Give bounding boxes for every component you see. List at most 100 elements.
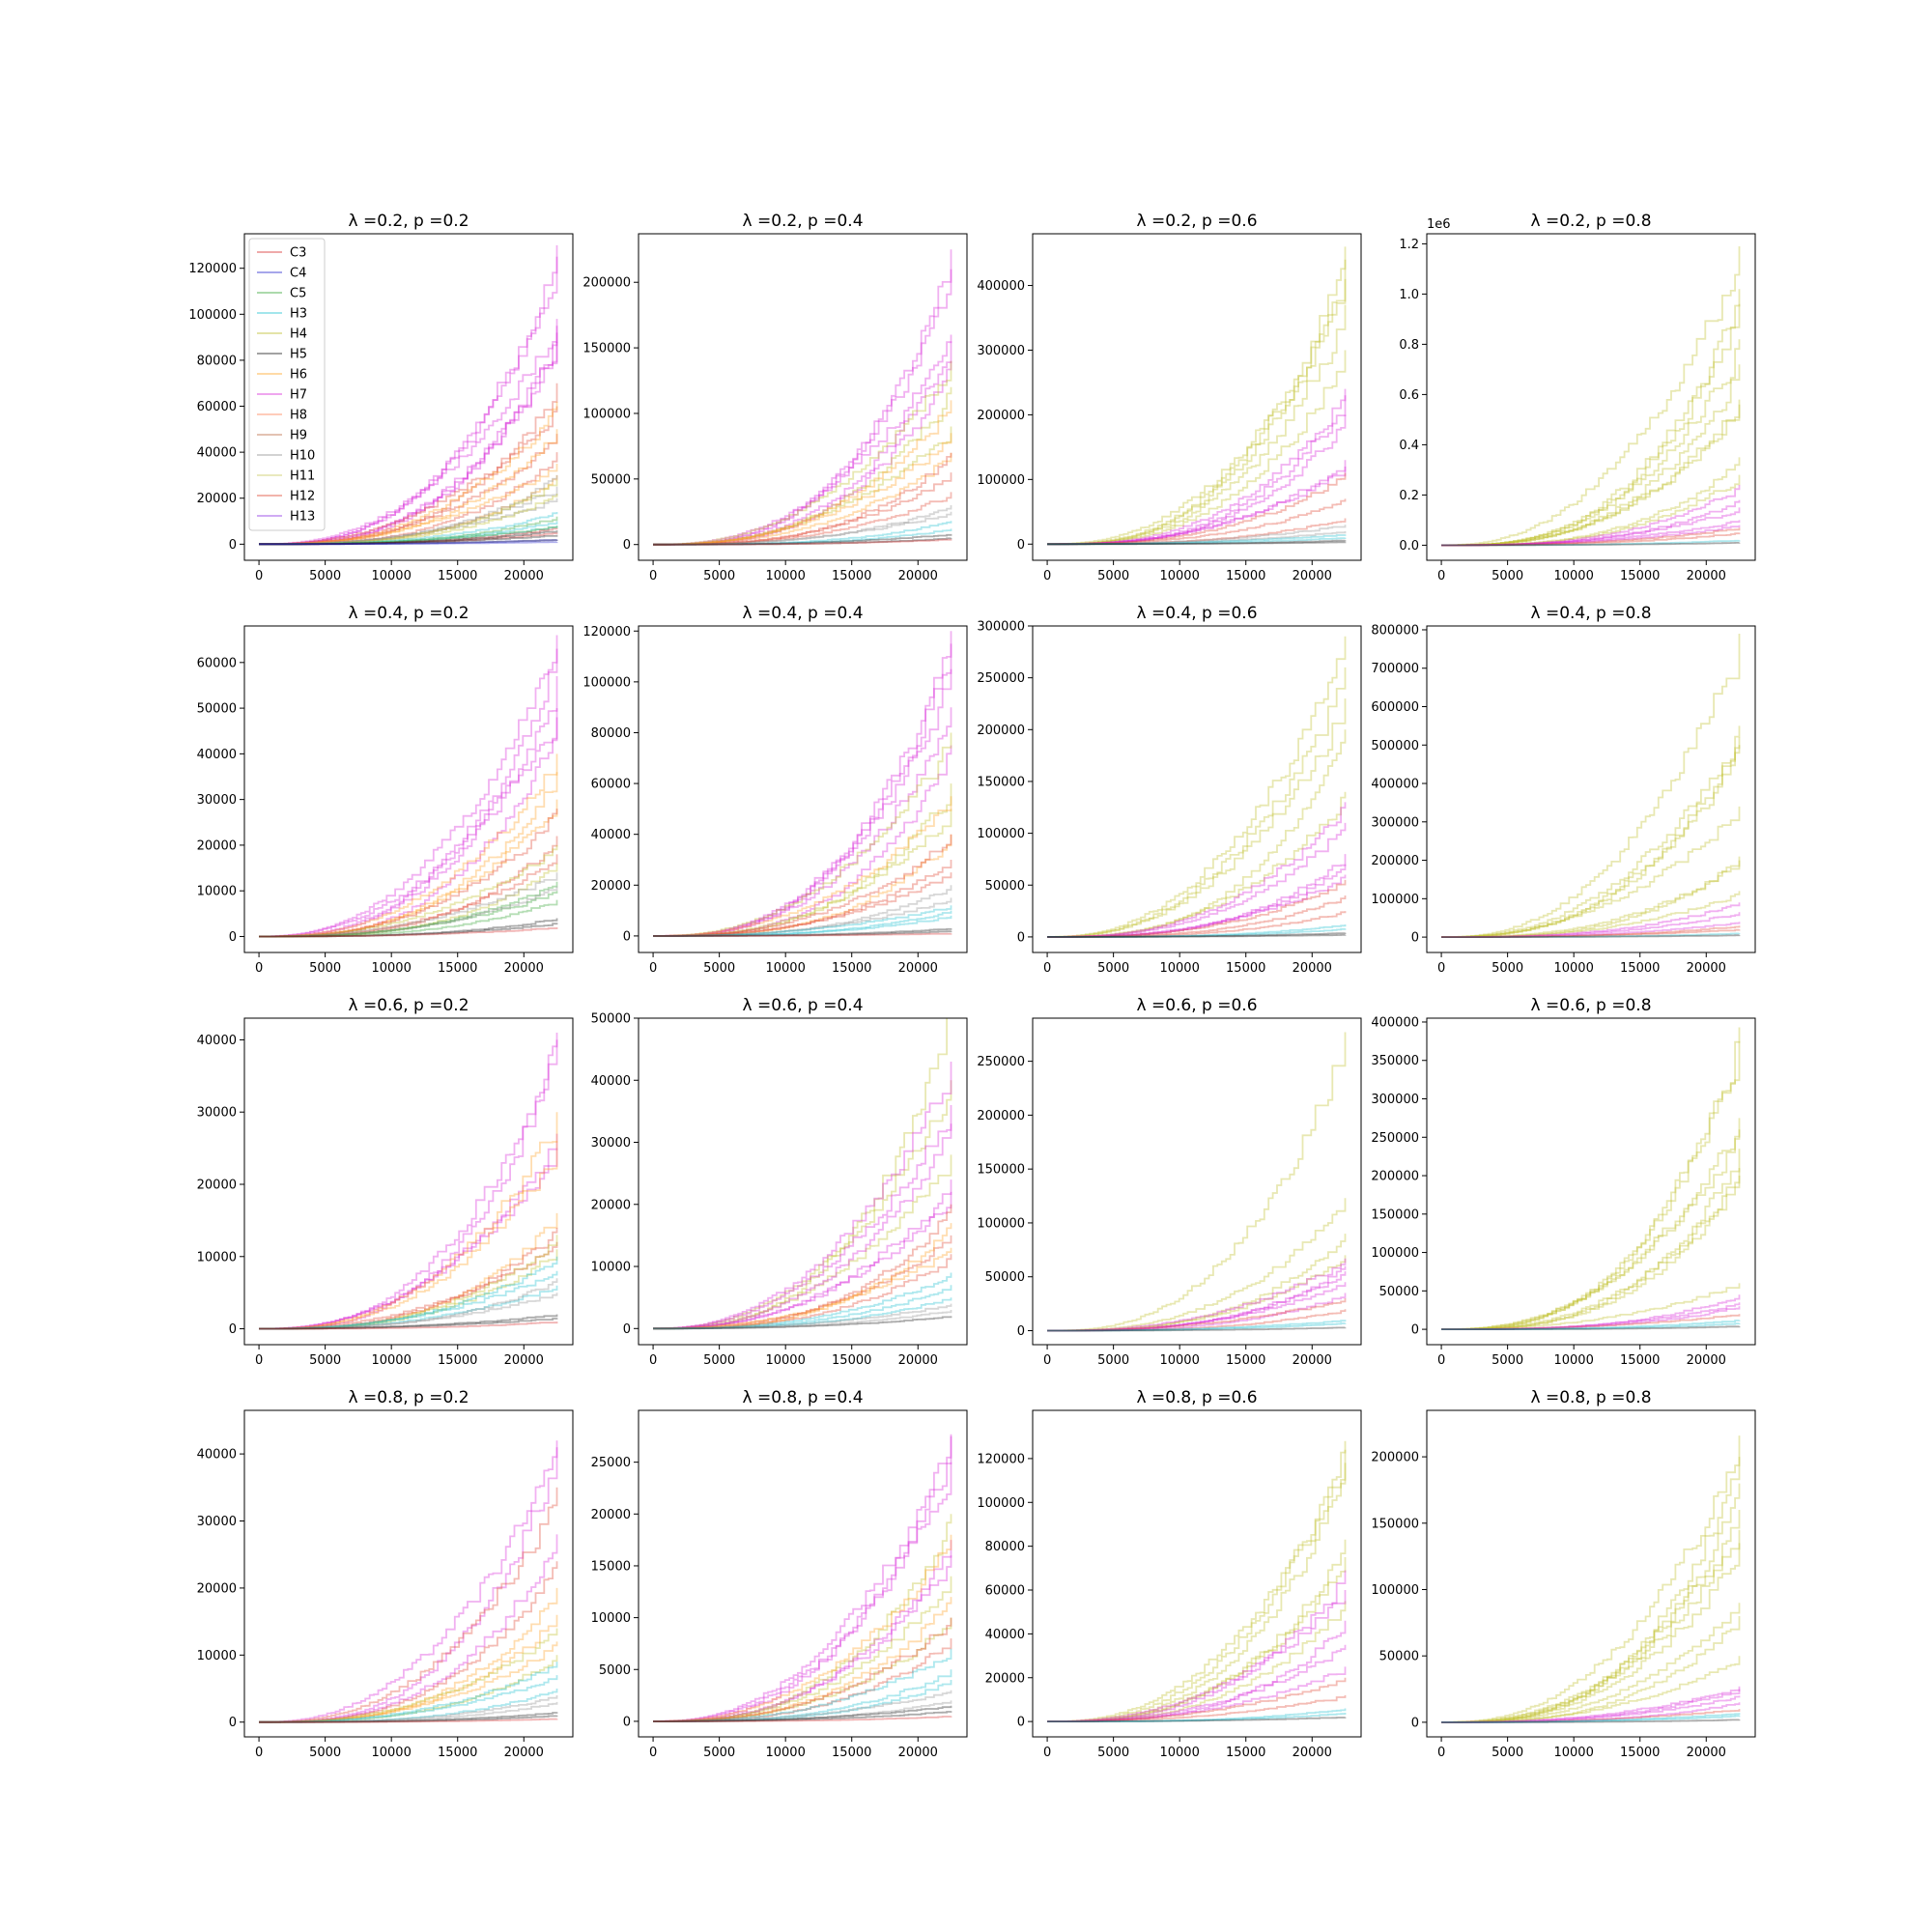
series-line-h4 bbox=[259, 494, 558, 546]
series-line-h6 bbox=[259, 799, 558, 938]
series-line-h5 bbox=[653, 533, 952, 546]
series-line-h4 bbox=[1441, 745, 1741, 938]
series-line-h5 bbox=[1047, 541, 1347, 546]
y-tick-label: 0 bbox=[1017, 930, 1025, 945]
x-tick-label: 0 bbox=[1437, 961, 1445, 976]
series-line-h7 bbox=[1047, 467, 1347, 546]
y-tick-label: 10000 bbox=[197, 1250, 237, 1264]
y-tick-label: 100000 bbox=[977, 473, 1025, 488]
x-tick-label: 10000 bbox=[765, 1746, 805, 1760]
subplot: λ =0.8, p =0.6 0 5000 10000 15000 20000 0 20000… bbox=[977, 1388, 1362, 1760]
series-line-h5 bbox=[653, 537, 952, 546]
series-line-h12 bbox=[259, 1227, 558, 1330]
x-tick-label: 20000 bbox=[504, 961, 544, 976]
series-line-h7 bbox=[1441, 1294, 1741, 1330]
subplot-title: λ =0.4, p =0.2 bbox=[348, 604, 469, 623]
x-tick-label: 20000 bbox=[1293, 569, 1332, 583]
y-tick-label: 0 bbox=[229, 1716, 237, 1730]
series-line-h7 bbox=[1047, 1271, 1347, 1332]
subplot: λ =0.4, p =0.80 5000 10000 15000 20000010000… bbox=[1371, 604, 1756, 976]
y-tick-label: 0 bbox=[229, 930, 237, 945]
series-line-h4 bbox=[1441, 1176, 1741, 1330]
series-line-h10 bbox=[1047, 530, 1347, 546]
series-line-c3 bbox=[259, 532, 558, 546]
x-tick-label: 0 bbox=[649, 961, 657, 976]
y-tick-label: 0.4 bbox=[1399, 439, 1419, 453]
x-tick-label: 20000 bbox=[898, 961, 938, 976]
y-tick-label: 400000 bbox=[1371, 778, 1419, 792]
y-tick-label: 0 bbox=[1411, 931, 1419, 946]
series-line-h7 bbox=[653, 334, 952, 546]
subplot-title: λ =0.6, p =0.4 bbox=[742, 996, 863, 1015]
x-tick-label: 10000 bbox=[765, 961, 805, 976]
series-line-h4 bbox=[1441, 1603, 1741, 1723]
series-line-h4 bbox=[653, 360, 952, 546]
series-line-h5 bbox=[1441, 542, 1741, 547]
series-line-h3 bbox=[1047, 1708, 1347, 1722]
legend-label: C3 bbox=[290, 246, 306, 261]
series-group bbox=[259, 635, 558, 938]
axes-frame bbox=[243, 1409, 574, 1738]
series-line-h6 bbox=[653, 796, 952, 937]
series-line-h3 bbox=[1047, 1320, 1347, 1332]
series-group bbox=[653, 1434, 952, 1722]
y-tick-label: 40000 bbox=[197, 1034, 237, 1048]
subplot: λ =0.2, p =0.40 5000 10000 15000 20000050000… bbox=[582, 212, 968, 583]
series-line-h5 bbox=[1441, 1325, 1741, 1330]
series-line-h7 bbox=[1047, 1282, 1347, 1332]
series-line-h6 bbox=[259, 772, 558, 938]
series-line-h10 bbox=[259, 872, 558, 938]
series-group bbox=[653, 631, 952, 937]
series-group bbox=[1441, 246, 1741, 547]
series-line-h12 bbox=[1441, 1709, 1741, 1723]
series-line-h7 bbox=[1441, 525, 1741, 547]
series-line-h6 bbox=[653, 1597, 952, 1722]
x-tick-label: 20000 bbox=[1687, 961, 1726, 976]
series-line-h12 bbox=[259, 854, 558, 938]
legend-label: H7 bbox=[290, 388, 307, 403]
subplot-title: λ =0.6, p =0.8 bbox=[1530, 996, 1651, 1015]
y-tick-label: 150000 bbox=[1371, 1208, 1419, 1222]
series-line-h12 bbox=[1047, 895, 1347, 938]
series-line-h4 bbox=[1047, 1539, 1347, 1722]
series-line-h12 bbox=[1047, 1309, 1347, 1332]
series-line-h12 bbox=[653, 1638, 952, 1722]
y-tick-label: 0 bbox=[1017, 538, 1025, 553]
x-tick-label: 15000 bbox=[1226, 961, 1265, 976]
subplot-title: λ =0.2, p =0.2 bbox=[348, 212, 469, 231]
x-tick-label: 5000 bbox=[1492, 1353, 1523, 1368]
x-tick-label: 10000 bbox=[1553, 1746, 1593, 1760]
x-tick-label: 20000 bbox=[898, 1746, 938, 1760]
series-line-h7 bbox=[653, 1179, 952, 1330]
series-group bbox=[259, 1440, 558, 1723]
series-line-h7 bbox=[259, 635, 558, 938]
y-tick-label: 10000 bbox=[197, 885, 237, 899]
series-line-h7 bbox=[1441, 1306, 1741, 1330]
series-line-h12 bbox=[259, 1241, 558, 1330]
series-line-h7 bbox=[653, 1555, 952, 1722]
series-line-h7 bbox=[1047, 1258, 1347, 1332]
y-tick-label: 50000 bbox=[1379, 1285, 1419, 1299]
series-line-h3 bbox=[653, 1272, 952, 1330]
y-tick-label: 80000 bbox=[591, 726, 631, 741]
y-tick-label: 100000 bbox=[582, 675, 631, 690]
axes-frame bbox=[638, 625, 968, 953]
x-tick-label: 15000 bbox=[832, 1353, 871, 1368]
series-group bbox=[653, 1018, 952, 1330]
x-tick-label: 5000 bbox=[1097, 961, 1129, 976]
axes-frame bbox=[638, 1017, 968, 1346]
series-line-h4 bbox=[1441, 1040, 1741, 1330]
series-line-h3 bbox=[1441, 932, 1741, 938]
y-tick-label: 30000 bbox=[591, 1136, 631, 1151]
series-line-h6 bbox=[653, 452, 952, 546]
series-line-h12 bbox=[1441, 1314, 1741, 1330]
series-line-h4 bbox=[1441, 860, 1741, 938]
series-line-h7 bbox=[653, 1435, 952, 1722]
y-tick-label: 40000 bbox=[197, 446, 237, 461]
x-tick-label: 10000 bbox=[1159, 569, 1199, 583]
series-line-h3 bbox=[653, 1669, 952, 1722]
x-tick-label: 0 bbox=[1437, 1746, 1445, 1760]
series-line-h7 bbox=[653, 249, 952, 546]
series-group bbox=[259, 1033, 558, 1330]
series-line-h7 bbox=[653, 1434, 952, 1722]
